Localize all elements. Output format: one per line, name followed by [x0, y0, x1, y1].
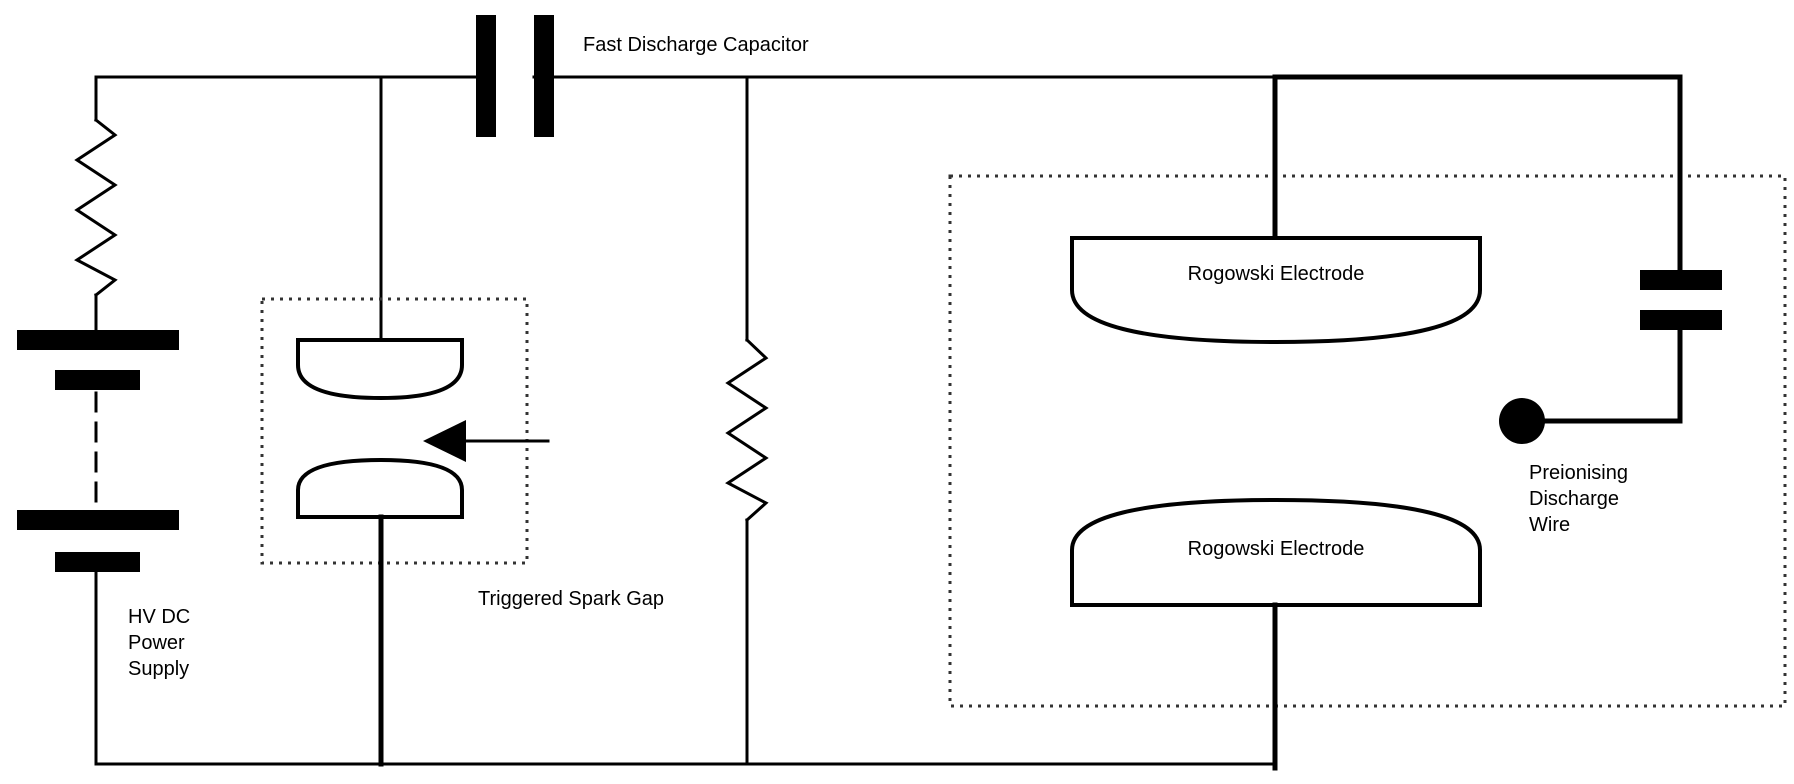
battery-plate-1-short	[55, 370, 140, 390]
rogowski-electrode-top-label: Rogowski Electrode	[1188, 263, 1365, 285]
hv-supply-branch	[17, 75, 179, 766]
spark-gap-upper-electrode	[296, 338, 464, 401]
fast-discharge-capacitor-label: Fast Discharge Capacitor	[583, 34, 809, 56]
shunt-resistor-branch	[725, 75, 769, 766]
preionising-capacitor-plate-bottom	[1640, 310, 1722, 330]
rogowski-electrode-bottom	[1070, 497, 1482, 607]
triggered-spark-gap	[260, 75, 550, 767]
preionising-label-line2: Discharge	[1529, 488, 1619, 510]
battery-plate-2-long	[17, 510, 179, 530]
preionising-label-line1: Preionising	[1529, 462, 1628, 484]
rogowski-electrode-bottom-label: Rogowski Electrode	[1188, 538, 1365, 560]
hv-supply-label-line3: Supply	[128, 658, 189, 680]
hv-supply-label-line1: HV DC	[128, 606, 190, 628]
preionising-label-line3: Wire	[1529, 514, 1570, 536]
spark-gap-lower-electrode	[296, 457, 464, 519]
charging-resistor	[74, 117, 118, 298]
rogowski-electrodes	[1070, 74, 1482, 771]
spark-gap-label: Triggered Spark Gap	[478, 588, 664, 610]
preionising-capacitor-plate-top	[1640, 270, 1722, 290]
battery-plate-1-long	[17, 330, 179, 350]
preionising-circuit	[1499, 74, 1722, 444]
trigger-arrow-head	[423, 420, 466, 462]
battery-plate-2-short	[55, 552, 140, 572]
preionising-discharge-wire-dot	[1499, 398, 1545, 444]
rogowski-electrode-top	[1070, 236, 1482, 345]
fast-discharge-capacitor	[476, 15, 554, 137]
hv-supply-label-line2: Power	[128, 632, 185, 654]
shunt-resistor	[725, 337, 769, 523]
discharge-chamber-enclosure	[948, 174, 1787, 708]
